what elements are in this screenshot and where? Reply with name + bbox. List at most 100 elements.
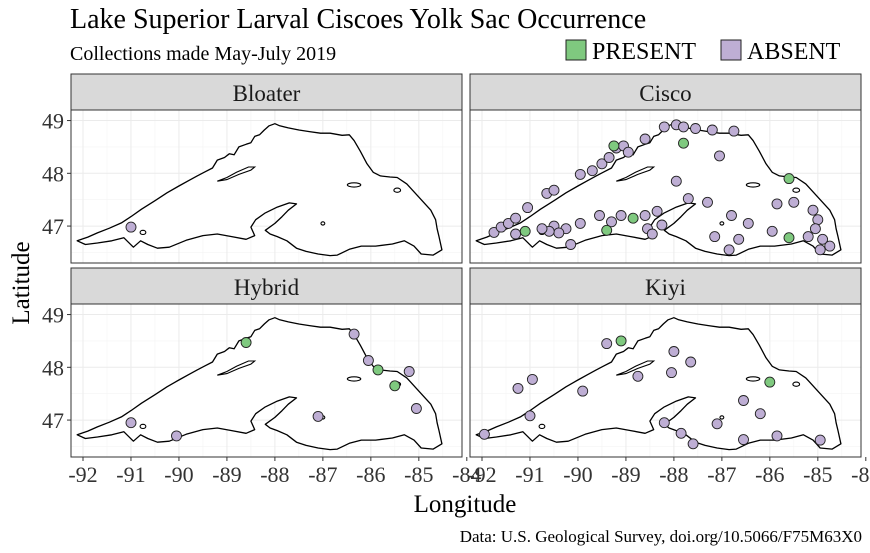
point-present: PRESENT bbox=[783, 232, 795, 244]
chart-title: Lake Superior Larval Ciscoes Yolk Sac Oc… bbox=[70, 4, 646, 35]
facet-bloater: Bloater ABSENT bbox=[70, 73, 463, 264]
y-tick-label: 49 bbox=[42, 303, 64, 328]
point-present: PRESENT bbox=[764, 376, 776, 388]
x-tick-label: -91 bbox=[116, 462, 145, 487]
point-absent: ABSENT bbox=[362, 355, 374, 366]
x-tick-label: -88 bbox=[659, 462, 688, 487]
point-absent: ABSENT bbox=[632, 370, 644, 382]
lake-shoreline bbox=[76, 317, 443, 451]
points-bloater: ABSENT bbox=[125, 221, 137, 233]
point-absent: ABSENT bbox=[766, 225, 778, 237]
point-absent: ABSENT bbox=[410, 403, 422, 414]
point-absent: ABSENT bbox=[639, 133, 651, 145]
facet-strip-label: Cisco bbox=[639, 81, 691, 106]
point-absent: ABSENT bbox=[687, 438, 699, 450]
point-absent: ABSENT bbox=[814, 434, 826, 446]
point-present: PRESENT bbox=[783, 173, 795, 185]
facet-strip-label: Bloater bbox=[233, 81, 301, 106]
point-absent: ABSENT bbox=[622, 146, 634, 158]
point-absent: ABSENT bbox=[771, 198, 783, 210]
x-tick-label: -91 bbox=[515, 462, 544, 487]
y-tick-label: 49 bbox=[42, 109, 64, 134]
island-outline bbox=[745, 376, 761, 382]
point-absent: ABSENT bbox=[606, 216, 617, 228]
legend-swatch-absent bbox=[720, 39, 742, 61]
point-absent: ABSENT bbox=[524, 410, 536, 422]
point-absent: ABSENT bbox=[171, 430, 182, 442]
y-axis-title: Latitude bbox=[8, 241, 35, 324]
point-absent: ABSENT bbox=[594, 210, 605, 221]
point-absent: ABSENT bbox=[536, 223, 548, 235]
point-absent: ABSENT bbox=[574, 168, 586, 180]
point-absent: ABSENT bbox=[646, 228, 658, 240]
point-absent: ABSENT bbox=[824, 240, 836, 252]
point-absent: ABSENT bbox=[348, 328, 360, 340]
island-outline bbox=[745, 182, 761, 188]
point-absent: ABSENT bbox=[771, 430, 783, 442]
x-tick-label: -92 bbox=[467, 462, 496, 487]
points-hybrid: ABSENTABSENTPRESENTABSENTABSENTPRESENTAB… bbox=[125, 328, 422, 442]
island-outline bbox=[139, 229, 147, 236]
point-absent: ABSENT bbox=[658, 417, 670, 429]
legend-label-absent: ABSENT bbox=[747, 39, 841, 65]
isle-royale-outline bbox=[616, 166, 656, 182]
point-absent: ABSENT bbox=[615, 210, 627, 221]
chart-caption: Data: U.S. Geological Survey, doi.org/10… bbox=[460, 527, 862, 546]
point-absent: ABSENT bbox=[586, 165, 598, 177]
facet-hybrid: HybridABSENTABSENTPRESENTABSENTABSENTPRE… bbox=[70, 267, 463, 458]
point-absent: ABSENT bbox=[510, 228, 522, 240]
island-outline bbox=[538, 423, 546, 430]
point-absent: ABSENT bbox=[788, 196, 800, 208]
panel-border bbox=[70, 303, 463, 458]
point-absent: ABSENT bbox=[754, 408, 766, 420]
point-absent: ABSENT bbox=[802, 231, 814, 243]
point-absent: ABSENT bbox=[690, 123, 701, 134]
point-absent: ABSENT bbox=[726, 210, 737, 221]
point-absent: ABSENT bbox=[125, 221, 137, 233]
x-tick-label: -90 bbox=[563, 462, 592, 487]
lake-shoreline bbox=[76, 123, 443, 257]
lake-shoreline bbox=[475, 317, 842, 451]
point-absent: ABSENT bbox=[733, 233, 745, 245]
point-absent: ABSENT bbox=[714, 150, 725, 162]
point-absent: ABSENT bbox=[312, 410, 324, 422]
point-absent: ABSENT bbox=[709, 231, 721, 243]
point-present: PRESENT bbox=[627, 212, 639, 224]
panel-border bbox=[469, 109, 862, 264]
point-absent: ABSENT bbox=[601, 338, 613, 350]
x-tick-label: -87 bbox=[308, 462, 337, 487]
point-present: PRESENT bbox=[519, 225, 531, 237]
point-absent: ABSENT bbox=[565, 239, 577, 250]
point-absent: ABSENT bbox=[577, 385, 589, 397]
point-present: PRESENT bbox=[389, 380, 401, 392]
point-absent: ABSENT bbox=[711, 418, 723, 430]
x-tick-label: -89 bbox=[611, 462, 640, 487]
island-outline bbox=[792, 381, 801, 387]
point-absent: ABSENT bbox=[812, 214, 824, 226]
isle-royale-outline bbox=[616, 360, 656, 376]
island-outline bbox=[393, 187, 402, 193]
point-absent: ABSENT bbox=[666, 367, 677, 379]
point-present: PRESENT bbox=[615, 335, 627, 347]
x-tick-label: -84 bbox=[452, 462, 481, 487]
points-kiyi: ABSENTABSENTABSENTABSENTABSENTABSENTPRES… bbox=[478, 335, 826, 450]
isle-royale-outline bbox=[217, 166, 257, 182]
facet-strip bbox=[469, 267, 862, 305]
x-tick-label: -86 bbox=[356, 462, 385, 487]
island-outline bbox=[139, 423, 147, 430]
point-absent: ABSENT bbox=[603, 152, 615, 163]
x-tick-label: -84 bbox=[851, 462, 870, 487]
y-tick-label: 48 bbox=[42, 355, 64, 380]
legend: PRESENT ABSENT bbox=[565, 39, 841, 65]
point-absent: ABSENT bbox=[814, 244, 826, 256]
y-tick-label: 47 bbox=[42, 214, 64, 239]
point-absent: ABSENT bbox=[723, 244, 735, 256]
island-outline bbox=[719, 415, 725, 420]
point-absent: ABSENT bbox=[685, 356, 697, 368]
point-absent: ABSENT bbox=[478, 428, 490, 440]
point-present: PRESENT bbox=[678, 137, 689, 149]
legend-swatch-present bbox=[565, 39, 587, 61]
facet-strip bbox=[70, 267, 463, 305]
